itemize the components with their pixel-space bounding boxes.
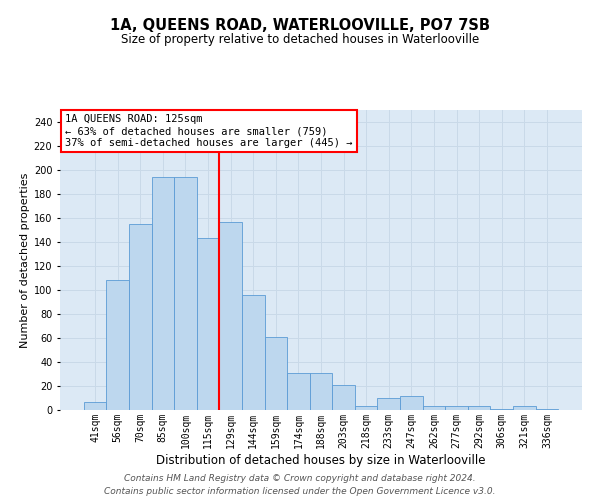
Bar [355,406,377,410]
Bar [152,177,174,410]
Bar [377,398,400,410]
Bar [220,222,242,410]
Bar [445,406,468,410]
Bar [468,406,490,410]
Text: Contains HM Land Registry data © Crown copyright and database right 2024.
Contai: Contains HM Land Registry data © Crown c… [104,474,496,496]
Bar [422,406,445,410]
Bar [84,402,106,410]
Bar [265,337,287,410]
Bar [536,409,558,410]
Bar [174,177,197,410]
Bar [332,385,355,410]
Bar [513,406,536,410]
X-axis label: Distribution of detached houses by size in Waterlooville: Distribution of detached houses by size … [156,454,486,466]
Bar [242,295,265,410]
Text: 1A QUEENS ROAD: 125sqm
← 63% of detached houses are smaller (759)
37% of semi-de: 1A QUEENS ROAD: 125sqm ← 63% of detached… [65,114,353,148]
Y-axis label: Number of detached properties: Number of detached properties [20,172,29,348]
Text: 1A, QUEENS ROAD, WATERLOOVILLE, PO7 7SB: 1A, QUEENS ROAD, WATERLOOVILLE, PO7 7SB [110,18,490,32]
Text: Size of property relative to detached houses in Waterlooville: Size of property relative to detached ho… [121,32,479,46]
Bar [310,373,332,410]
Bar [197,238,220,410]
Bar [129,224,152,410]
Bar [106,280,129,410]
Bar [490,409,513,410]
Bar [287,373,310,410]
Bar [400,396,422,410]
